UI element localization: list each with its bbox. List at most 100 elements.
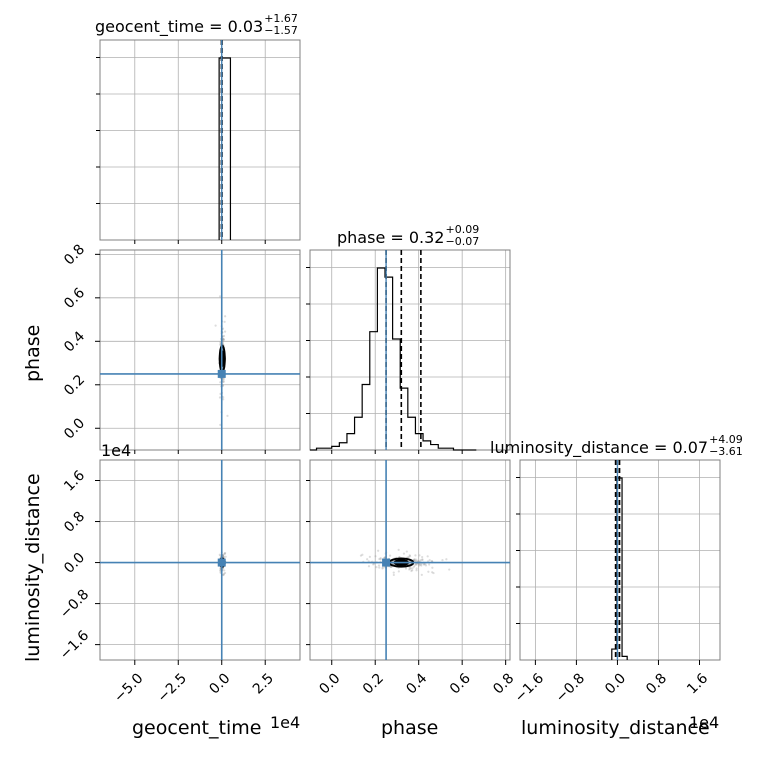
sample-point [408, 555, 412, 558]
title-upper-error: +4.09 [709, 433, 743, 446]
sample-point [419, 563, 422, 566]
sample-point [219, 343, 222, 346]
sample-point [223, 320, 226, 323]
sample-point [392, 571, 395, 574]
panel-phase-vs-phase [309, 249, 511, 451]
sample-point [388, 554, 392, 557]
sample-point [414, 554, 417, 557]
sample-point [359, 554, 363, 557]
sample-point [430, 560, 433, 563]
sample-point [413, 558, 416, 562]
panel-frame [309, 459, 511, 661]
sample-point [426, 555, 429, 558]
truth-marker [217, 558, 226, 567]
sample-point [415, 567, 418, 570]
panel-frame [309, 249, 511, 451]
sample-point [415, 569, 418, 572]
title-luminosity_distance: luminosity_distance = 0.07 +4.09 −3.61 [490, 433, 744, 458]
y-tick-label: 0.8 [61, 509, 88, 536]
title-upper-error: +1.67 [264, 12, 298, 25]
sample-point [392, 573, 395, 577]
sample-point [412, 565, 416, 568]
sample-point [412, 558, 415, 561]
sample-point [411, 567, 414, 570]
title-value: phase = 0.32 [337, 228, 445, 247]
x-tick-label: 0.4 [403, 670, 430, 697]
sample-point [222, 380, 225, 383]
x-tick-label: 2.5 [250, 670, 277, 697]
sample-point [378, 557, 381, 561]
histogram-phase [310, 267, 477, 451]
offset-text-luminosity-distance-y: 1e4 [101, 441, 132, 460]
sample-point [367, 565, 371, 568]
sample-point [222, 396, 225, 399]
sample-point [223, 330, 227, 333]
samples-luminosity_distance-vs-geocent_time [100, 460, 300, 660]
sample-point [419, 559, 422, 562]
sample-point [219, 569, 222, 572]
sample-point [397, 570, 400, 573]
y-axis-label-luminosity-distance: luminosity_distance [22, 473, 44, 662]
truth-marker [217, 369, 226, 378]
x-tick-label: 0.0 [206, 670, 233, 697]
sample-point [381, 567, 384, 570]
sample-point [223, 552, 226, 555]
sample-point [408, 554, 411, 557]
sample-point [397, 548, 400, 551]
sample-point [417, 564, 420, 567]
offset-text-luminosity-distance-x: 1e4 [689, 713, 720, 732]
y-tick-label: 0.8 [61, 241, 88, 268]
panel-luminosity_distance-vs-luminosity_distance [519, 459, 721, 661]
sample-point [404, 567, 408, 570]
sample-point [422, 563, 426, 566]
sample-point [372, 563, 375, 566]
sample-point [414, 559, 417, 563]
sample-point [407, 555, 410, 559]
sample-point [222, 338, 225, 341]
sample-point [432, 571, 435, 575]
sample-point [361, 553, 364, 556]
y-tick-label: 1.6 [61, 468, 88, 495]
y-tick-label: −0.8 [57, 587, 92, 622]
sample-point [222, 573, 225, 576]
sample-point [222, 338, 225, 342]
title-value: geocent_time = 0.03 [95, 17, 264, 36]
sample-point [389, 565, 392, 569]
panel-frame [99, 459, 301, 661]
title-lower-error: −3.61 [709, 445, 743, 458]
sample-point [421, 558, 424, 561]
sample-point [427, 570, 430, 573]
sample-point [224, 551, 227, 555]
x-tick-label: −2.5 [155, 670, 190, 705]
title-phase: phase = 0.32 +0.09 −0.07 [337, 223, 480, 247]
sample-point [420, 573, 423, 576]
sample-point [222, 334, 226, 338]
sample-point [448, 568, 451, 571]
panel-frame [99, 39, 301, 241]
sample-point [431, 571, 434, 574]
y-tick-label: 0.0 [61, 415, 88, 442]
panel-luminosity_distance-vs-phase [309, 459, 511, 661]
sample-point [405, 550, 408, 553]
x-tick-label: −1.6 [512, 670, 547, 705]
title-upper-error: +0.09 [445, 223, 480, 236]
sample-point [390, 565, 393, 568]
x-axis-label-phase: phase [381, 717, 439, 739]
y-tick-label: 0.6 [61, 285, 88, 312]
sample-point [223, 571, 227, 575]
sample-point [417, 560, 420, 563]
x-tick-label: 0.6 [447, 670, 474, 697]
sample-point [389, 565, 393, 568]
sample-point [374, 555, 377, 558]
x-tick-label: −0.8 [553, 670, 588, 705]
sample-point [214, 324, 217, 327]
sample-point [441, 559, 444, 562]
title-value: luminosity_distance = 0.07 [490, 438, 709, 457]
sample-point [408, 568, 411, 571]
panel-geocent_time-vs-geocent_time [99, 39, 301, 241]
title-geocent_time: geocent_time = 0.03 +1.67 −1.57 [95, 12, 299, 36]
sample-point [445, 558, 448, 561]
histogram-geocent_time [218, 57, 232, 240]
sample-point [224, 315, 227, 318]
